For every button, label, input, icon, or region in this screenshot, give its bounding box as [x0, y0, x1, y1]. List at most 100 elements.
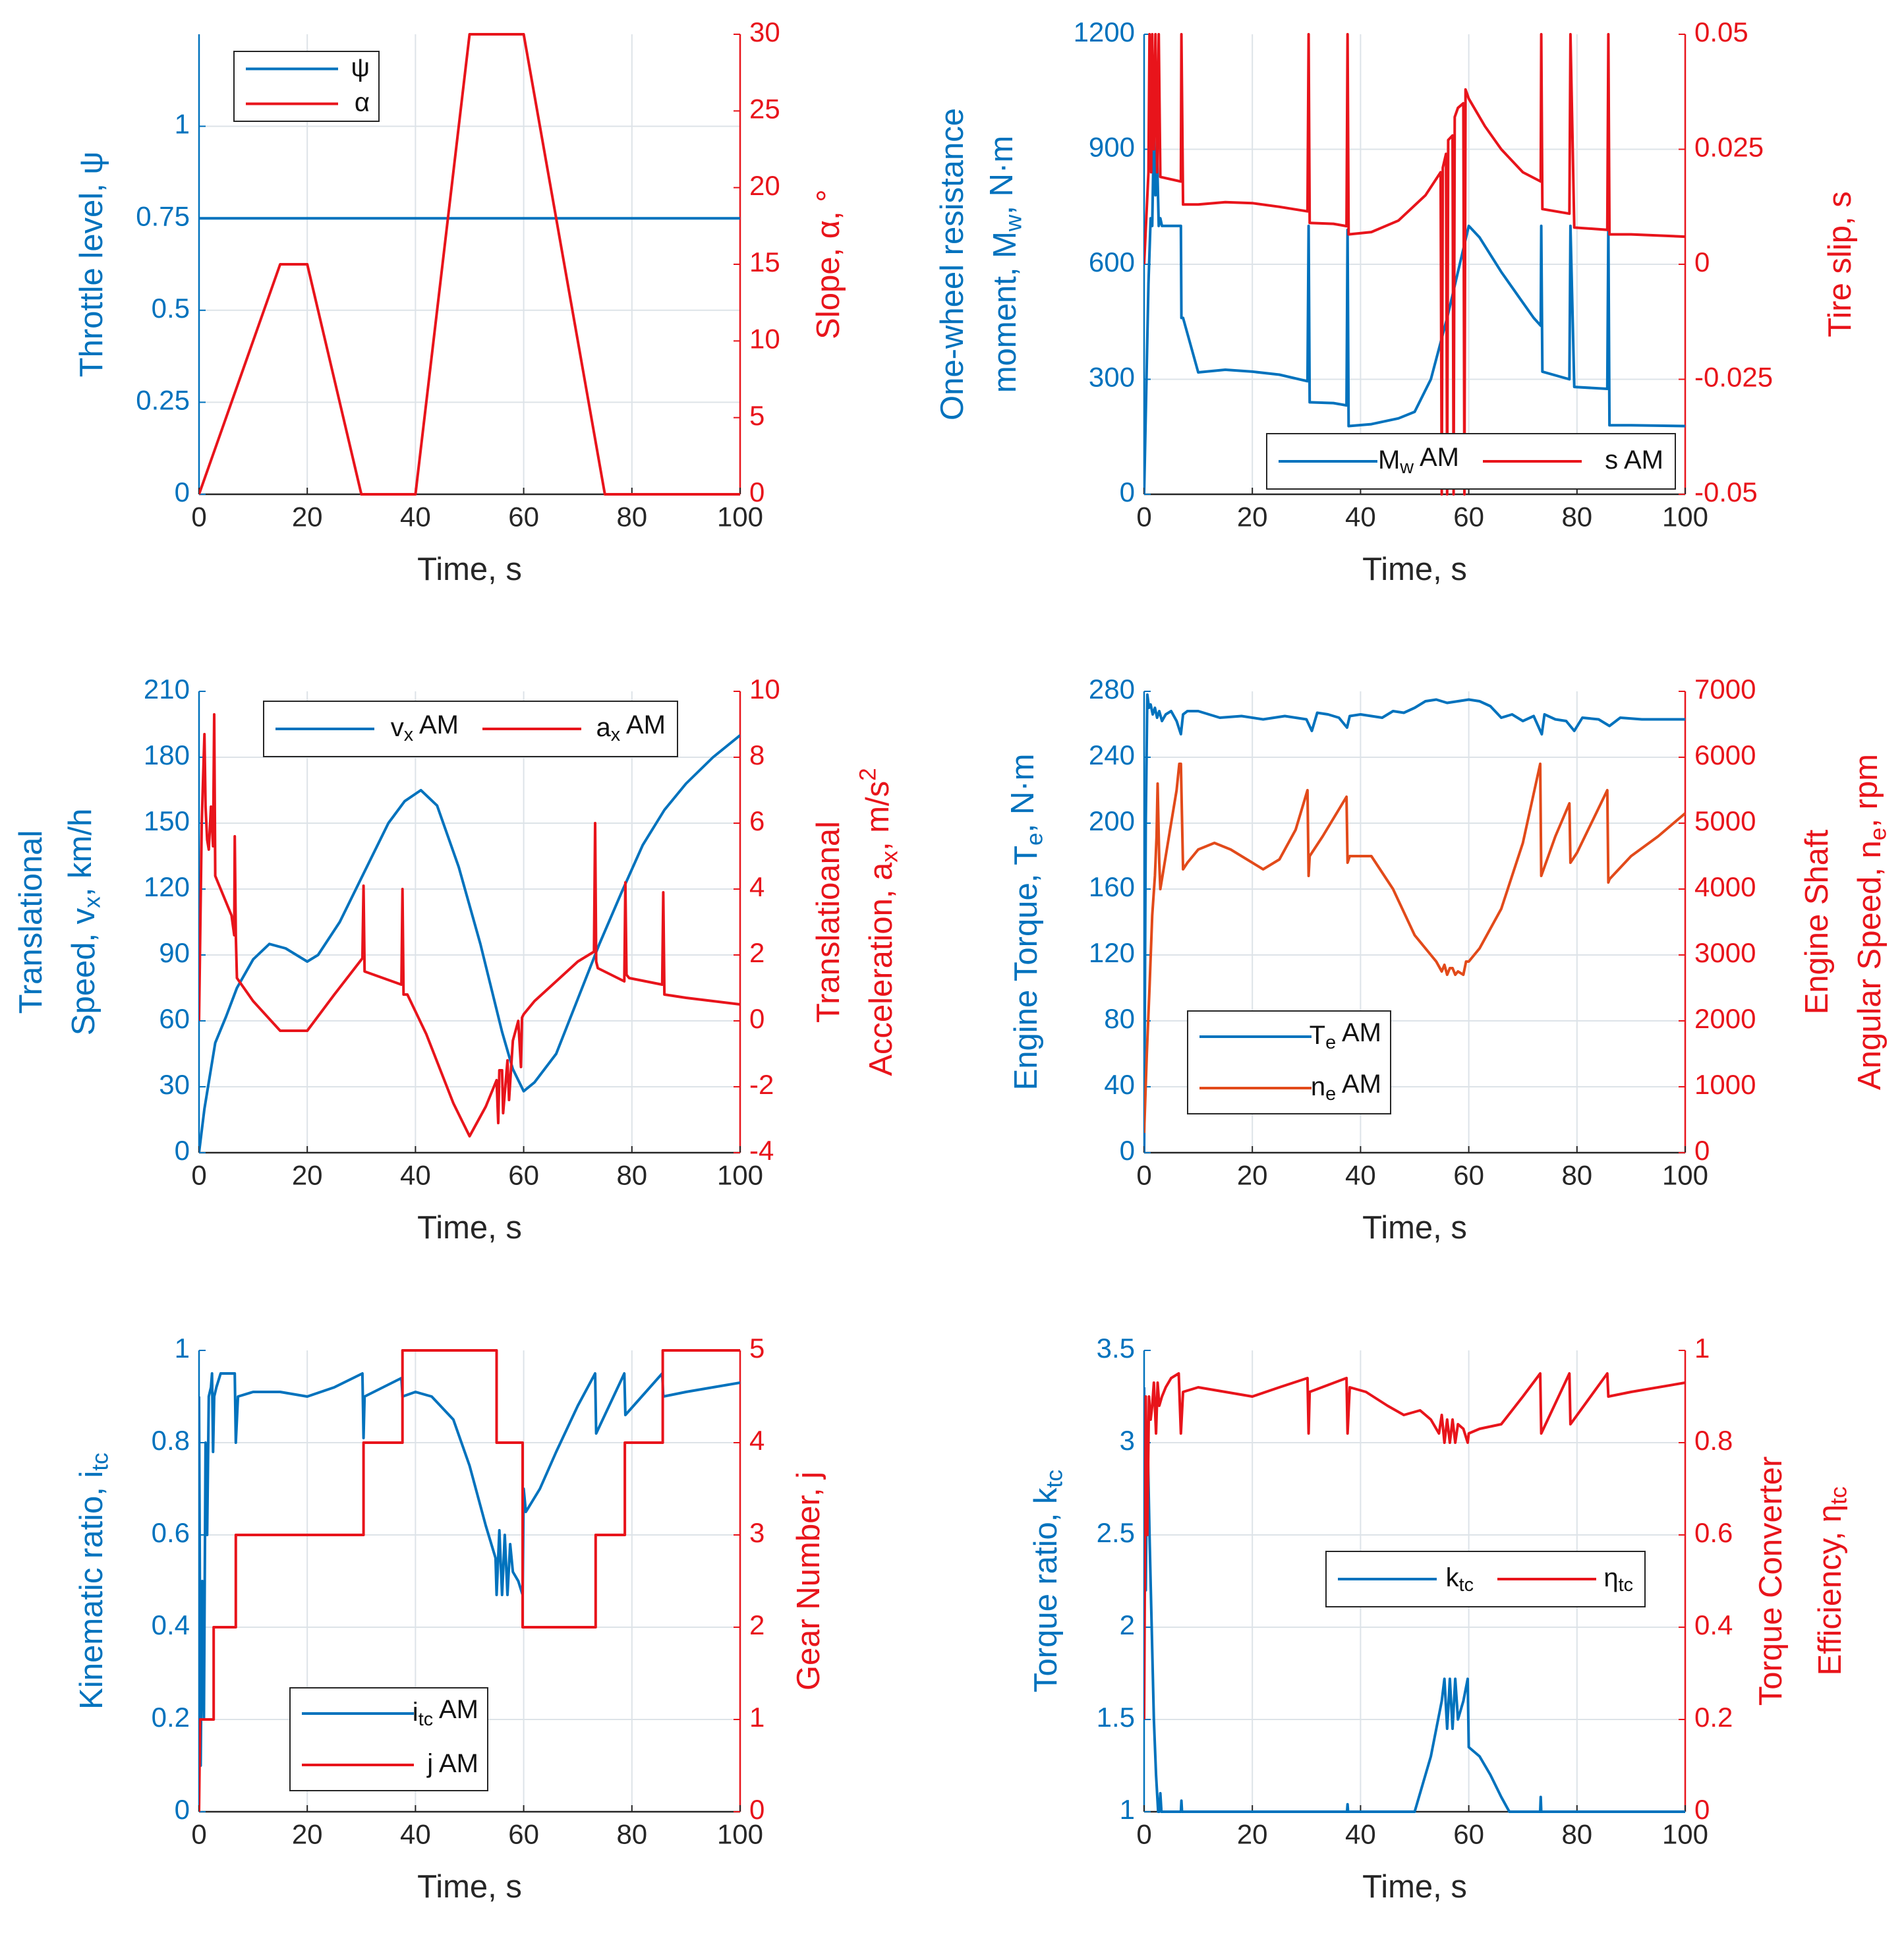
x-tick-label: 80	[1561, 501, 1592, 532]
right-tick-label: 7000	[1694, 674, 1756, 705]
left-axis-title: Kinematic ratio, itc	[74, 1453, 113, 1710]
left-tick-label: 1	[175, 1333, 190, 1364]
legend-label: ηtc	[1603, 1563, 1633, 1596]
right-tick-label: 15	[749, 246, 780, 277]
right-tick-label: 0	[1694, 246, 1710, 277]
x-tick-label: 80	[616, 1159, 647, 1190]
right-tick-label: 0.8	[1694, 1425, 1733, 1456]
series-line-j-AM	[199, 1349, 740, 1812]
x-tick-label: 80	[616, 501, 647, 532]
x-tick-label: 60	[1453, 1818, 1484, 1849]
x-tick-label: 20	[292, 501, 323, 532]
left-tick-label: 3	[1120, 1425, 1135, 1456]
x-tick-label: 100	[717, 1818, 763, 1849]
left-tick-label: 240	[1089, 739, 1135, 770]
right-axis-title: Gear Number, j	[791, 1472, 826, 1690]
right-tick-label: -0.025	[1694, 362, 1773, 393]
legend-box	[289, 1687, 488, 1791]
x-tick-label: 60	[1453, 501, 1484, 532]
x-tick-label: 20	[1237, 1159, 1268, 1190]
left-tick-label: 1	[1120, 1794, 1135, 1825]
x-tick-label: 100	[1662, 1159, 1708, 1190]
legend-label: ψ	[351, 53, 370, 82]
series-line-v-x-AM	[199, 734, 740, 1153]
right-tick-label: 0	[749, 476, 764, 507]
left-tick-label: 0.8	[152, 1425, 190, 1456]
right-tick-label: 2	[749, 937, 764, 968]
right-axis-title: Acceleration, ax, m/s2	[855, 768, 903, 1076]
right-tick-label: 10	[749, 323, 780, 354]
x-tick-label: 60	[508, 1159, 539, 1190]
legend: vx AM ax AM	[263, 701, 678, 757]
left-tick-label: 200	[1089, 805, 1135, 836]
right-tick-label: 0	[749, 1003, 764, 1034]
legend: ktc ηtc	[1325, 1551, 1646, 1607]
left-tick-label: 0.4	[152, 1609, 190, 1640]
left-tick-label: 0	[1120, 476, 1135, 507]
right-tick-label: 2000	[1694, 1003, 1756, 1034]
left-tick-label: 30	[159, 1069, 190, 1100]
x-tick-label: 40	[400, 1818, 431, 1849]
x-tick-label: 100	[717, 501, 763, 532]
x-axis-title: Time, s	[1362, 552, 1467, 587]
x-axis-title: Time, s	[1362, 1210, 1467, 1246]
right-tick-label: 20	[749, 170, 780, 201]
x-axis-title: Time, s	[417, 1210, 522, 1246]
right-tick-label: 6	[749, 805, 764, 836]
right-tick-label: 0	[749, 1794, 764, 1825]
x-tick-label: 0	[1136, 501, 1151, 532]
right-tick-label: 5	[749, 400, 764, 431]
series-line-s-AM	[1144, 33, 1685, 496]
right-tick-label: 4	[749, 871, 764, 902]
right-tick-label: 3000	[1694, 937, 1756, 968]
series-line-n-e-AM	[1144, 763, 1685, 1134]
x-tick-label: 60	[508, 1818, 539, 1849]
left-tick-label: 1.5	[1097, 1702, 1135, 1733]
right-tick-label: 0	[1694, 1135, 1710, 1166]
series-line-k-tc	[1144, 1387, 1685, 1813]
left-tick-label: 160	[1089, 871, 1135, 902]
right-tick-label: 1	[1694, 1333, 1710, 1364]
legend-box	[1187, 1010, 1391, 1114]
left-tick-label: 0	[175, 1794, 190, 1825]
left-axis-title: One-wheel resistance	[935, 108, 970, 420]
left-tick-label: 210	[144, 674, 190, 705]
right-tick-label: 6000	[1694, 739, 1756, 770]
right-tick-label: -0.05	[1694, 476, 1758, 507]
x-tick-label: 60	[1453, 1159, 1484, 1190]
series-line--	[199, 33, 740, 496]
series-line-a-x-AM	[199, 713, 740, 1138]
left-axis-title: Engine Torque, Te, N·m	[1005, 754, 1048, 1091]
right-tick-label: 10	[749, 674, 780, 705]
x-tick-label: 40	[400, 501, 431, 532]
left-tick-label: 0	[175, 1135, 190, 1166]
legend-label: ne AM	[1311, 1070, 1381, 1105]
x-tick-label: 20	[1237, 501, 1268, 532]
series-line-i-tc-AM	[199, 1372, 740, 1767]
chart-panel-resistance_slip: 0 20 40 60 80 100 Time, s 0 300 600 900 1200 -0.05 -0…	[935, 16, 1858, 587]
x-tick-label: 0	[1136, 1818, 1151, 1849]
x-tick-label: 60	[508, 501, 539, 532]
chart-panel-kinematic_gear: 0 20 40 60 80 100 Time, s 0 0.2 0.4 0.6 0.8 1 0 1 2 3 4 5 K…	[74, 1333, 826, 1905]
left-tick-label: 2	[1120, 1609, 1135, 1640]
chart-panel-torque_speed: 0 20 40 60 80 100 Time, s 0 40 80 120 160 200 240 280 0…	[1005, 674, 1891, 1246]
left-tick-label: 40	[1104, 1069, 1135, 1100]
x-axis-title: Time, s	[417, 552, 522, 587]
left-axis-title: Translational	[13, 830, 49, 1014]
right-tick-label: 0.4	[1694, 1609, 1733, 1640]
left-tick-label: 0	[1120, 1135, 1135, 1166]
left-tick-label: 0	[175, 476, 190, 507]
right-tick-label: 1	[749, 1702, 764, 1733]
left-tick-label: 0.75	[136, 200, 190, 231]
legend-label: ktc	[1446, 1563, 1474, 1596]
left-tick-label: 2.5	[1097, 1517, 1135, 1548]
right-tick-label: 8	[749, 739, 764, 770]
right-tick-label: 5	[749, 1333, 764, 1364]
left-tick-label: 90	[159, 937, 190, 968]
right-tick-label: 0.025	[1694, 132, 1764, 163]
right-axis-title: Efficiency, ηtc	[1812, 1486, 1852, 1675]
legend: itc AM j AM	[289, 1687, 488, 1791]
